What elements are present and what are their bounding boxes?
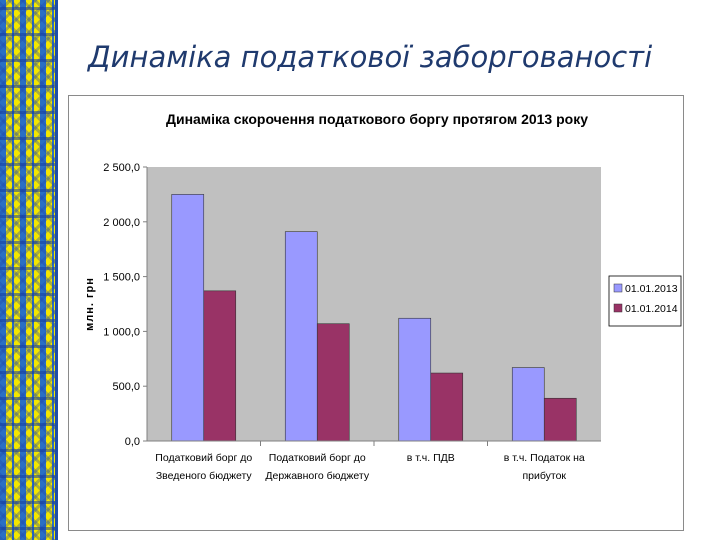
- decorative-ornament-border: [0, 0, 58, 540]
- x-tick-label: Податковий борг до: [155, 452, 252, 464]
- bar-01.01.2014-1: [316, 323, 350, 442]
- y-tick-label: 2 500,0: [103, 162, 140, 174]
- x-tick-label: Зведеного бюджету: [156, 470, 253, 482]
- x-tick-label: Податковий борг до: [269, 452, 366, 464]
- x-tick-label: Державного бюджету: [265, 470, 369, 482]
- y-tick-label: 0,0: [125, 436, 140, 448]
- x-tick-label: прибуток: [522, 470, 566, 482]
- bar-chart: Динаміка скорочення податкового боргу пр…: [84, 111, 682, 482]
- legend-label: 01.01.2013: [625, 283, 678, 295]
- bar-01.01.2013-2: [398, 317, 432, 442]
- x-tick-label: в т.ч. Податок на: [504, 452, 585, 464]
- bar-01.01.2014-0: [203, 290, 237, 442]
- y-axis-label: млн. грн: [84, 277, 96, 331]
- y-axis-ticks: 0,0 500,0 1 000,0 1 500,0 2 000,0 2 500,0: [103, 162, 148, 448]
- bar-01.01.2013-3: [511, 367, 545, 442]
- legend-label: 01.01.2014: [625, 303, 678, 315]
- y-tick-label: 500,0: [112, 381, 140, 393]
- y-tick-label: 2 000,0: [103, 217, 140, 229]
- bar-01.01.2014-3: [543, 397, 577, 442]
- slide-title: Динаміка податкової заборгованості: [88, 40, 653, 74]
- bar-01.01.2013-1: [284, 231, 318, 442]
- bar-01.01.2014-2: [430, 372, 464, 442]
- x-tick-label: в т.ч. ПДВ: [407, 452, 455, 464]
- x-axis-ticks: Податковий борг до Зведеного бюджету Подат…: [147, 440, 601, 482]
- y-tick-label: 1 500,0: [103, 272, 140, 284]
- chart-frame: Динаміка скорочення податкового боргу пр…: [68, 95, 684, 531]
- legend: 01.01.2013 01.01.2014: [608, 275, 682, 327]
- legend-swatch: [613, 283, 623, 293]
- chart-title: Динаміка скорочення податкового боргу пр…: [166, 111, 588, 127]
- legend-swatch: [613, 303, 623, 313]
- y-tick-label: 1 000,0: [103, 326, 140, 338]
- bar-01.01.2013-0: [171, 194, 205, 442]
